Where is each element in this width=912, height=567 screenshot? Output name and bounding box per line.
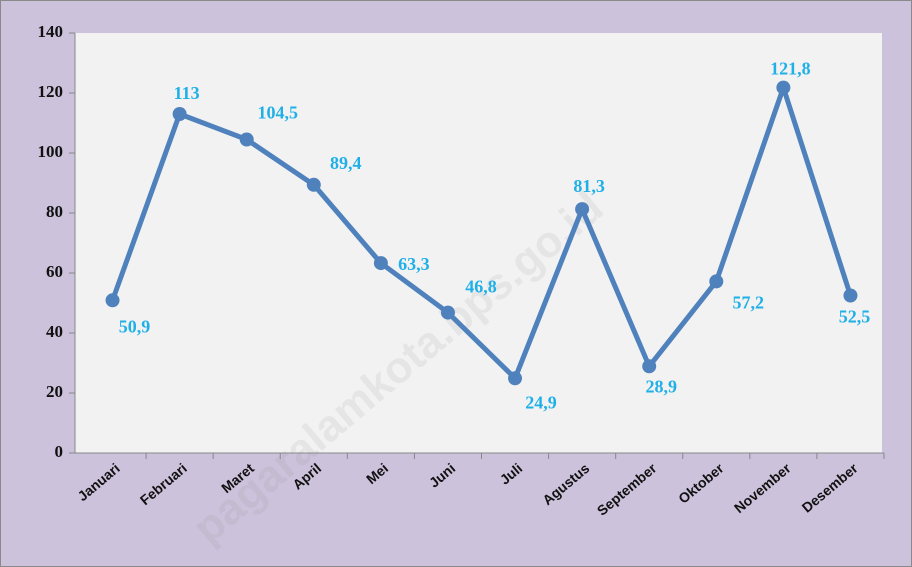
data-label: 113 (174, 83, 200, 103)
point (709, 274, 724, 289)
point (105, 293, 120, 308)
point (239, 132, 254, 147)
data-label: 89,4 (330, 153, 362, 173)
point (642, 359, 657, 374)
y-tick-label: 60 (46, 262, 63, 281)
line (110, 85, 853, 381)
y-tick-label: 0 (55, 442, 64, 461)
point (575, 202, 590, 217)
data-label: 50,9 (119, 316, 151, 336)
point (776, 80, 791, 95)
data-label: 28,9 (645, 376, 677, 396)
data-label: 121,8 (770, 59, 811, 79)
data-label: 81,3 (573, 176, 605, 196)
plot-area (75, 33, 882, 453)
point (508, 371, 523, 386)
data-label: 24,9 (525, 392, 557, 412)
point (306, 177, 321, 192)
y-tick-label: 20 (46, 382, 63, 401)
y-tick-label: 100 (38, 142, 64, 161)
y-tick-label: 120 (38, 82, 64, 101)
point (440, 305, 455, 320)
y-tick-label: 80 (46, 202, 63, 221)
data-label: 63,3 (398, 254, 430, 274)
data-label: 104,5 (257, 103, 298, 123)
y-tick-label: 40 (46, 322, 63, 341)
data-label: 46,8 (465, 277, 497, 297)
point (172, 107, 187, 121)
data-label: 52,5 (839, 307, 871, 327)
y-tick-label: 140 (38, 22, 64, 41)
point (843, 288, 858, 303)
data-label: 57,2 (733, 293, 765, 313)
point (373, 256, 388, 271)
